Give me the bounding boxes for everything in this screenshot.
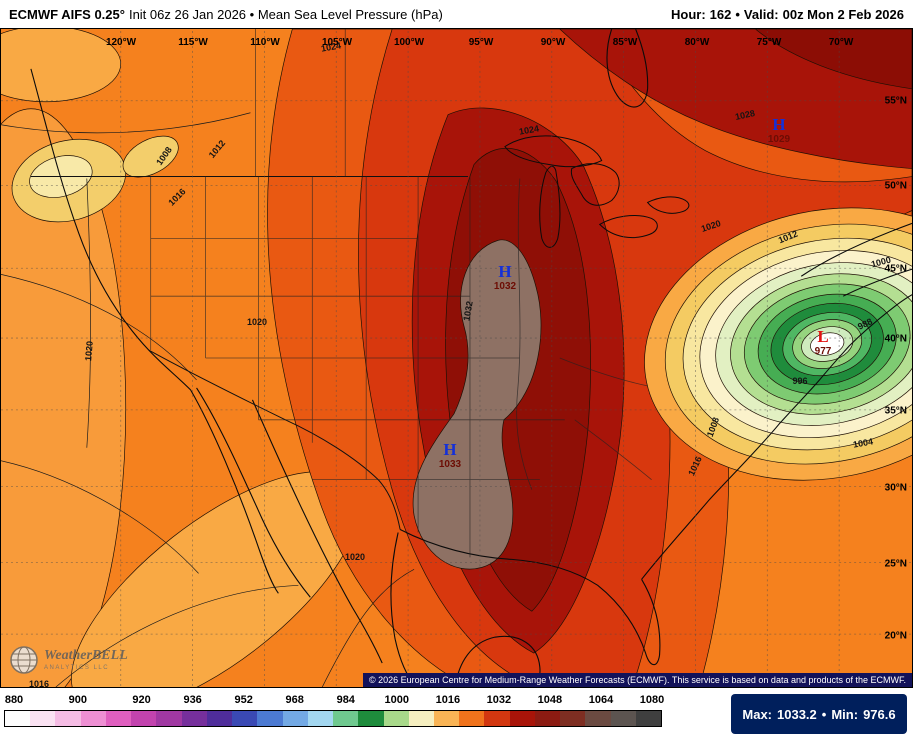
colorbar-segment: [131, 711, 157, 726]
colorbar-segment: [459, 711, 485, 726]
colorbar-segment: [181, 711, 207, 726]
colorbar-tick: 1016: [435, 694, 461, 706]
colorbar-segment: [534, 711, 561, 726]
colorbar-tick: 1048: [537, 694, 563, 706]
hour-value: 162: [709, 6, 732, 22]
colorbar-segment: [408, 711, 434, 726]
copyright-bar: © 2026 European Centre for Medium-Range …: [362, 673, 912, 687]
min-value: 976.6: [863, 706, 896, 722]
colorbar-segment: [55, 711, 81, 726]
pressure-map-svg: [1, 29, 912, 687]
separator: •: [821, 706, 827, 722]
latlon-grid-layer: [1, 30, 912, 687]
colorbar-segment: [257, 711, 283, 726]
colorbar-segment: [232, 711, 258, 726]
separator: •: [735, 6, 740, 22]
pressure-fill-layer: [1, 29, 912, 687]
maxmin-badge: Max: 1033.2 • Min: 976.6: [731, 694, 907, 734]
colorbar-tick: 952: [234, 694, 253, 706]
geography-layer: [30, 29, 912, 687]
weatherbell-logo-text: WeatherBELL Analytics LLC: [44, 648, 128, 672]
low-pressure-rings: [644, 207, 912, 481]
colorbar-segment: [105, 711, 132, 726]
colorbar-tick: 920: [132, 694, 151, 706]
colorbar-tick: 880: [4, 694, 24, 706]
colorbar-tick-row: 880 900 920 936 952 968 984 1000 1016 1032 1048 106…: [5, 694, 664, 709]
model-name: ECMWF AIFS 0.25°: [9, 6, 125, 22]
colorbar-segment: [307, 711, 334, 726]
colorbar-region: 880 900 920 936 952 968 984 1000 1016 1032 1048 106…: [0, 688, 913, 750]
weatherbell-logo: WeatherBELL Analytics LLC: [9, 645, 128, 675]
colorbar-tick: 1032: [486, 694, 512, 706]
isobar-arcs: [1, 112, 415, 687]
colorbar-segment: [585, 711, 611, 726]
colorbar-segment: [560, 711, 586, 726]
colorbar-segment: [484, 711, 510, 726]
valid-value: 00z Mon 2 Feb 2026: [782, 6, 904, 22]
colorbar-tick: 984: [336, 694, 355, 706]
state-borders: [150, 29, 652, 558]
model-init-title: ECMWF AIFS 0.25° Init 06z 26 Jan 2026 • M…: [9, 7, 447, 22]
colorbar-segment: [156, 711, 182, 726]
colorbar: 880 900 920 936 952 968 984 1000 1016 1032 1048 106…: [4, 694, 664, 727]
colorbar-tick: 968: [285, 694, 304, 706]
colorbar-segment: [433, 711, 460, 726]
colorbar-segment: [635, 711, 662, 726]
init-info: Init 06z 26 Jan 2026 • Mean Sea Level Pr…: [128, 6, 443, 22]
max-value: 1033.2: [777, 706, 817, 722]
great-lakes: [504, 135, 690, 248]
colorbar-segment: [30, 711, 56, 726]
country-borders: [30, 176, 468, 530]
colorbar-segment: [610, 711, 636, 726]
colorbar-segment: [282, 711, 308, 726]
colorbar-tick: 1064: [588, 694, 614, 706]
min-label: Min:: [831, 706, 859, 722]
colorbar-segment: [333, 711, 359, 726]
colorbar-tick: 900: [68, 694, 87, 706]
title-bar: ECMWF AIFS 0.25° Init 06z 26 Jan 2026 • M…: [0, 0, 913, 28]
colorbar-tick: 1080: [639, 694, 665, 706]
coastline: [30, 29, 912, 687]
weatherbell-name: WeatherBELL: [44, 648, 128, 663]
max-label: Max:: [742, 706, 773, 722]
weatherbell-tagline: Analytics LLC: [44, 665, 110, 671]
colorbar-gradient: [4, 710, 662, 727]
colorbar-tick: 1000: [384, 694, 410, 706]
weatherbell-globe-icon: [10, 646, 38, 674]
colorbar-segment: [509, 711, 535, 726]
colorbar-segment: [383, 711, 409, 726]
hour-valid-title: Hour: 162 • Valid: 00z Mon 2 Feb 2026: [667, 7, 904, 22]
colorbar-segment: [358, 711, 384, 726]
hour-label: Hour:: [670, 6, 706, 22]
colorbar-segment: [80, 711, 106, 726]
colorbar-segment: [206, 711, 233, 726]
map-area: 120°W 115°W 110°W 105°W 100°W 95°W 90°W 85°W 80°…: [0, 28, 913, 688]
valid-label: Valid:: [743, 6, 779, 22]
colorbar-segment: [5, 711, 31, 726]
colorbar-tick: 936: [183, 694, 202, 706]
